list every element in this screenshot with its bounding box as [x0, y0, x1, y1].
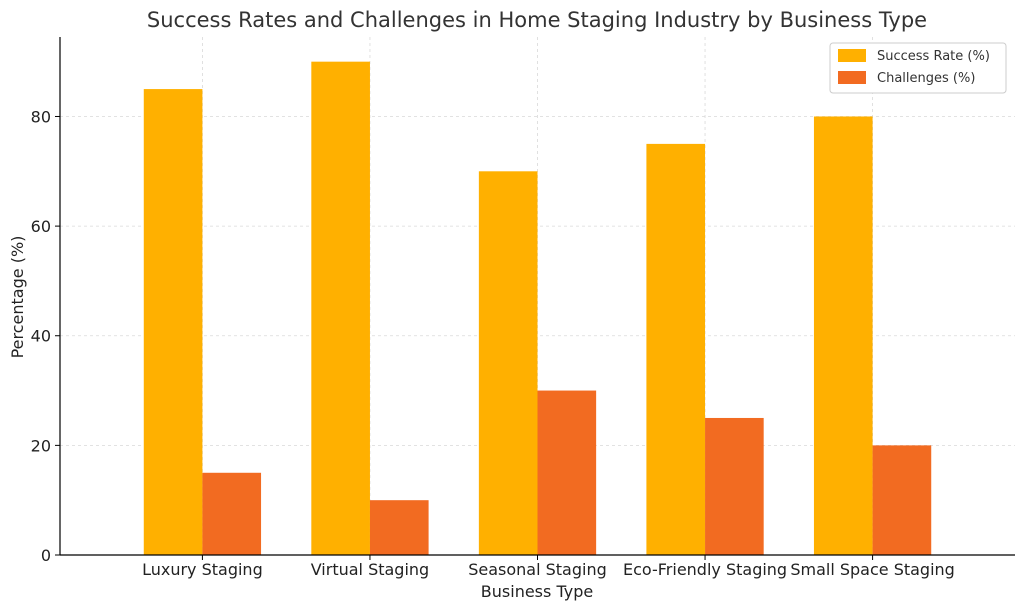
legend: Success Rate (%) Challenges (%)	[829, 42, 1007, 94]
bar-success-1	[311, 61, 370, 556]
legend-label-success: Success Rate (%)	[877, 49, 990, 64]
x-tick-label: Eco-Friendly Staging	[623, 560, 787, 579]
bar-challenges-3	[705, 417, 764, 555]
x-tick-label: Small Space Staging	[790, 560, 955, 579]
legend-swatch-challenges	[838, 71, 866, 84]
bar-success-0	[143, 89, 203, 556]
bar-challenges-4	[872, 445, 932, 555]
y-tick-label: 80	[31, 107, 51, 126]
bar-success-3	[646, 143, 706, 555]
y-tick-label: 40	[31, 327, 51, 346]
bar-challenges-2	[537, 390, 597, 555]
legend-swatch-success	[838, 49, 866, 62]
legend-box	[829, 42, 1007, 94]
legend-label-challenges: Challenges (%)	[877, 71, 975, 86]
bar-success-2	[478, 171, 538, 555]
y-tick-label: 60	[31, 217, 51, 236]
y-axis-label: Percentage (%)	[8, 236, 27, 359]
y-tick-label: 0	[41, 546, 51, 565]
x-tick-label: Seasonal Staging	[468, 560, 607, 579]
ticks-layer: 0 20 40 60 80 Luxury Staging Virtual Staging Se…	[31, 107, 955, 579]
y-tick-label: 20	[31, 436, 51, 455]
bar-challenges-1	[369, 500, 429, 555]
x-axis-label: Business Type	[481, 582, 593, 601]
bar-challenges-0	[202, 472, 262, 555]
bars-layer	[143, 61, 932, 556]
chart-title: Success Rates and Challenges in Home Sta…	[147, 8, 927, 32]
x-tick-label: Virtual Staging	[311, 560, 430, 579]
bar-success-4	[813, 116, 873, 556]
x-tick-label: Luxury Staging	[142, 560, 263, 579]
